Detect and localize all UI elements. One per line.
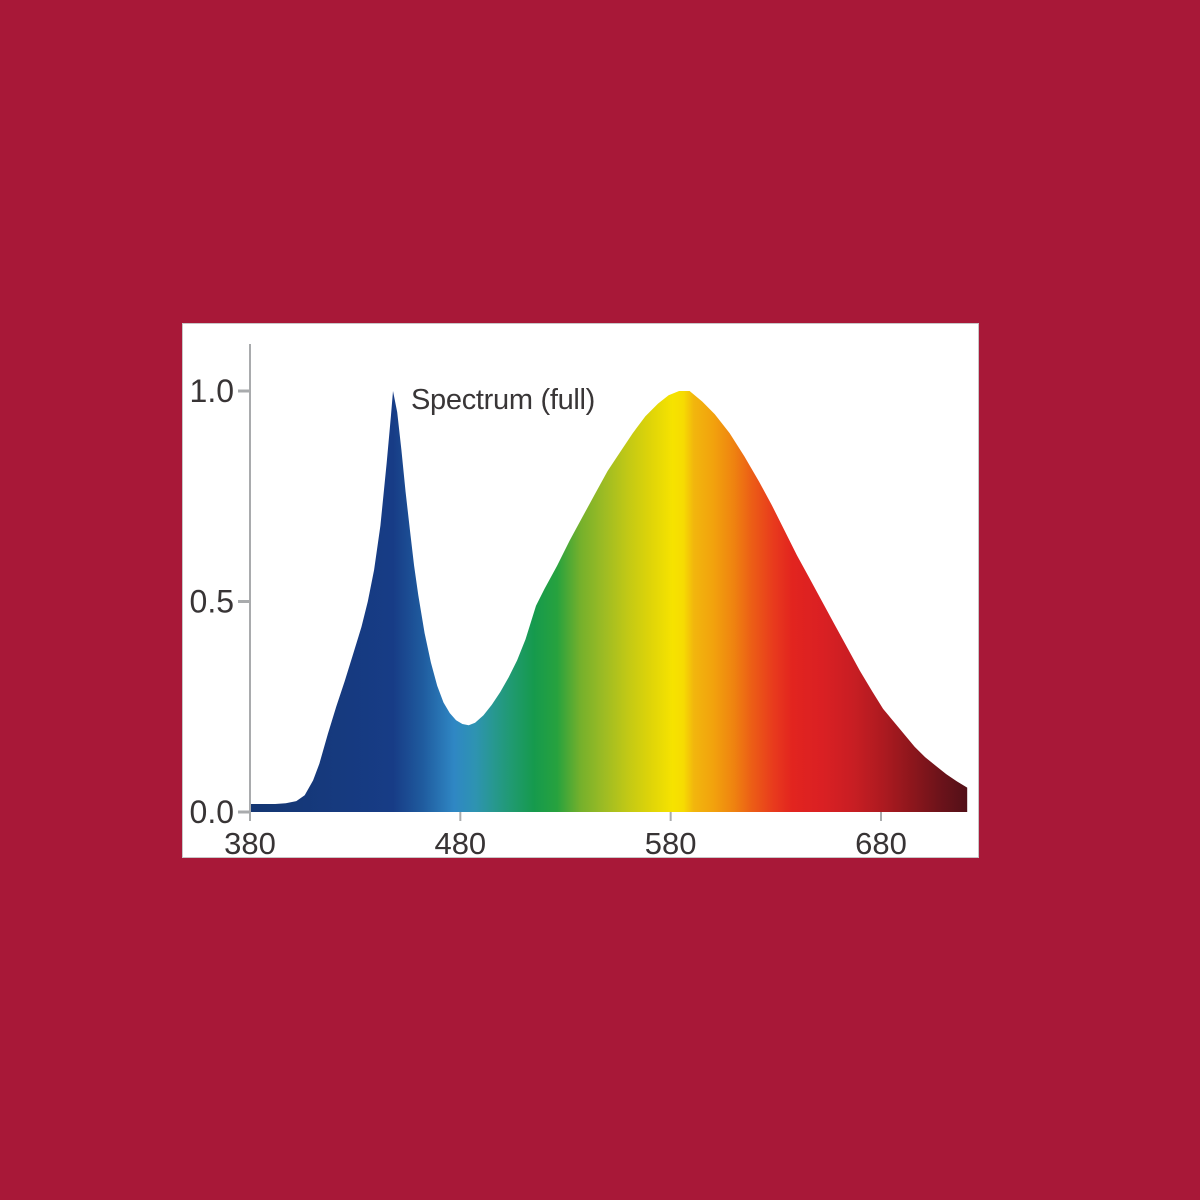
y-tick-label: 0.0 [190,794,234,830]
chart-title: Spectrum (full) [411,384,596,416]
y-tick-label: 1.0 [190,373,234,409]
y-tick-label: 0.5 [190,584,234,620]
chart-panel: 0.0 0.5 1.0 380 480 580 680 Spectrum (full) [182,323,979,859]
x-tick-label: 480 [434,826,486,859]
spectrum-chart: 0.0 0.5 1.0 380 480 580 680 [190,344,968,859]
x-tick-label: 580 [645,826,697,859]
x-tick-label: 380 [224,826,276,859]
x-tick-label: 680 [855,826,907,859]
spectrum-area [250,391,968,812]
